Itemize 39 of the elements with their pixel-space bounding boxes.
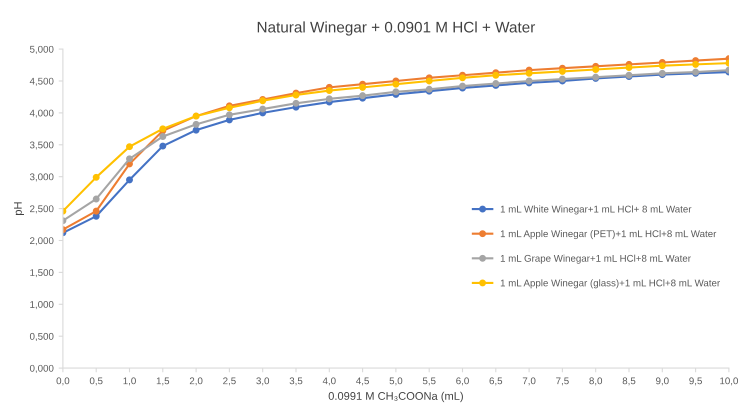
x-tick-label: 7,0 [522, 377, 536, 386]
y-tick-label: 5,000 [30, 46, 54, 54]
x-tick-label: 8,5 [622, 377, 636, 386]
x-tick-label: 6,5 [490, 377, 502, 386]
x-tick-label: 5,5 [422, 377, 436, 386]
legend-label: 1 mL Apple Winegar (glass)+1 mL HCl+8 mL Water [500, 279, 720, 288]
y-tick-label: 1,500 [30, 269, 54, 278]
y-tick-label: 3,000 [30, 173, 54, 182]
x-tick-label: 7,5 [556, 377, 569, 386]
legend-label: 1 mL Apple Winegar (PET)+1 mL HCl+8 mL Water [500, 230, 716, 240]
x-tick-label: 1,5 [156, 377, 170, 386]
chart-title: Natural Winegar + 0.0901 M HCl + Water [258, 21, 536, 36]
legend-label: 1 mL Grape Winegar+1 mL HCl+8 mL Water [500, 254, 691, 264]
x-tick-label: 1,0 [123, 377, 136, 386]
x-tick-label: 9,5 [689, 377, 702, 386]
y-tick-label: 0,500 [30, 332, 54, 341]
x-tick-label: 0,5 [90, 377, 103, 386]
x-tick-label: 2,0 [190, 377, 202, 386]
x-tick-label: 6,0 [456, 377, 469, 386]
x-tick-label: 10,0 [720, 377, 738, 386]
y-tick-label: 2,000 [30, 237, 54, 246]
legend-label: 1 mL White Winegar+1 mL HCl+ 8 mL Water [500, 205, 692, 214]
x-axis-title: 0.0991 M CH₃COONa (mL) [328, 392, 463, 402]
y-tick-label: 1,000 [30, 301, 54, 310]
y-axis-title: pH [14, 202, 24, 215]
y-tick-label: 2,500 [30, 205, 54, 214]
y-tick-label: 4,500 [30, 78, 54, 86]
y-tick-label: 0,000 [30, 364, 54, 373]
x-tick-label: 4,0 [322, 377, 336, 386]
x-tick-label: 4,5 [356, 377, 369, 386]
x-tick-label: 5,0 [390, 377, 402, 386]
y-tick-label: 4,000 [30, 110, 54, 118]
x-tick-label: 9,0 [656, 377, 669, 386]
x-tick-label: 8,0 [589, 377, 602, 386]
x-tick-label: 2,5 [223, 377, 236, 386]
y-tick-label: 3,500 [30, 142, 54, 150]
x-tick-label: 3,0 [256, 377, 270, 386]
x-tick-label: 0,0 [56, 377, 70, 386]
x-tick-label: 3,5 [290, 377, 302, 386]
